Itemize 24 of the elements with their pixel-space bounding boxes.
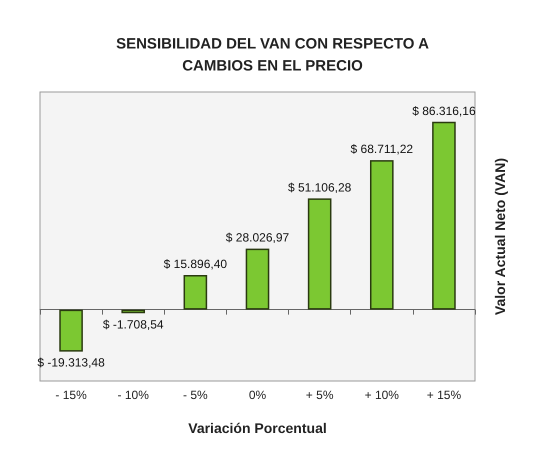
x-axis-title: Variación Porcentual (188, 420, 327, 436)
bar (246, 248, 270, 310)
chart-title: SENSIBILIDAD DEL VAN CON RESPECTO A CAMBIOS EN EL PRECIO (116, 36, 430, 74)
data-label: $ -1.708,54 (102, 317, 164, 332)
data-label: $ 68.711,22 (350, 142, 414, 156)
bar (370, 160, 394, 310)
x-tick-label: + 10% (364, 388, 400, 402)
bar (59, 310, 83, 352)
x-tick-label: + 15% (426, 388, 462, 402)
x-tick-label: - 10% (118, 388, 150, 402)
x-tick-label: + 5% (306, 388, 334, 402)
bar (121, 310, 146, 314)
bar (432, 122, 456, 310)
x-tick-label: - 5% (183, 388, 208, 402)
data-label: $ 28.026,97 (226, 230, 290, 245)
x-tick-label: - 15% (55, 388, 88, 402)
bar (184, 274, 208, 310)
y-axis-title: Valor Actual Neto (VAN) (492, 158, 508, 316)
data-label: $ 51.106,28 (288, 180, 352, 194)
data-label: $ -19.313,48 (37, 356, 106, 370)
x-tick-label: 0% (248, 388, 266, 402)
data-label: $ 15.896,40 (164, 256, 228, 271)
data-label: $ 86.316,16 (412, 104, 476, 118)
bar (308, 198, 332, 310)
